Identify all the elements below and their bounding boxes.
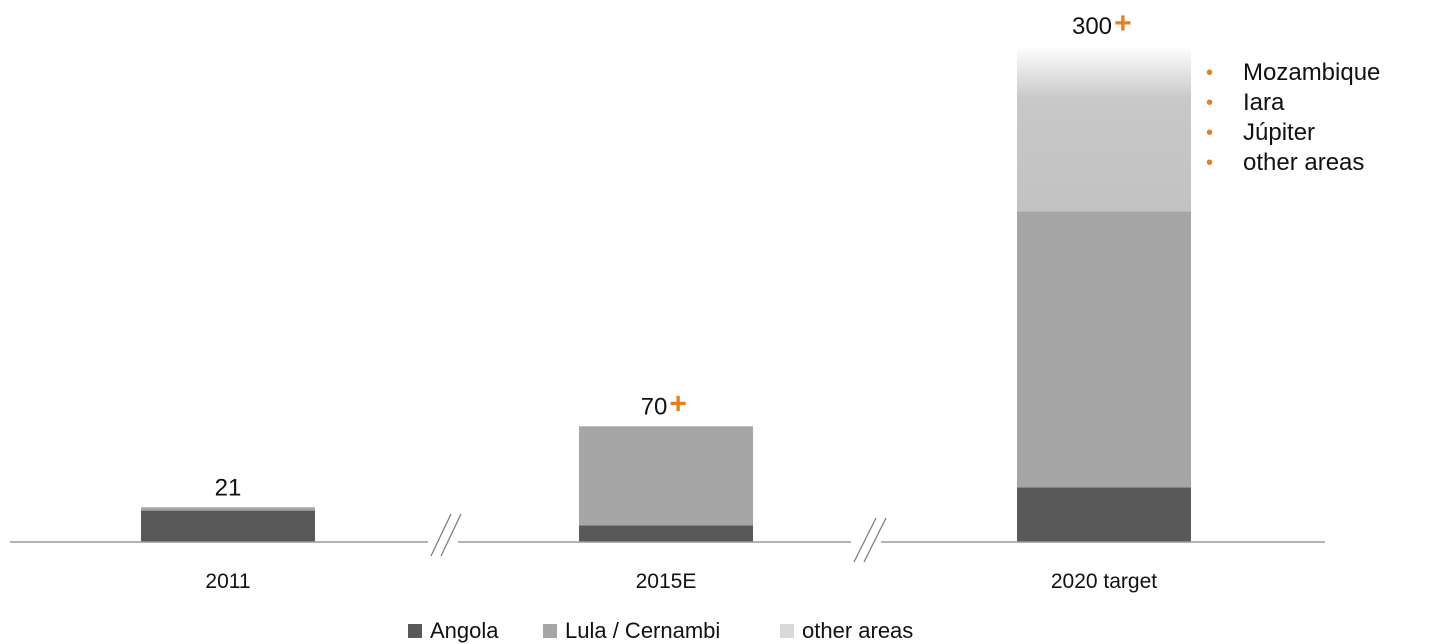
annotation-item: • other areas bbox=[1206, 149, 1365, 176]
chart-legend: Angola Lula / Cernambi other areas bbox=[0, 618, 1429, 644]
legend-swatch bbox=[543, 624, 557, 638]
bullet-icon: • bbox=[1206, 62, 1214, 84]
plus-icon: + bbox=[669, 387, 687, 420]
bullet-icon: • bbox=[1206, 122, 1214, 144]
legend-label: Angola bbox=[430, 618, 499, 643]
new-areas-annotation: • Mozambique • Iara • Júpiter • other areas bbox=[1206, 58, 1380, 178]
total-label: 300 bbox=[1072, 13, 1112, 40]
annotation-item: • Júpiter bbox=[1206, 119, 1316, 146]
bar-segment-lula-cernambi-2011 bbox=[141, 507, 315, 511]
axis-break-1 bbox=[428, 513, 462, 557]
total-label: 21 bbox=[215, 474, 242, 501]
annotation-item: • Iara bbox=[1206, 89, 1285, 116]
total-label: 70 bbox=[641, 393, 668, 420]
x-tick-label: 2011 bbox=[205, 570, 250, 593]
bullet-icon: • bbox=[1206, 92, 1214, 114]
bar-segment-angola-2011 bbox=[141, 510, 315, 542]
bullet-icon: • bbox=[1206, 152, 1214, 174]
bar-segment-lula-cernambi-2020-target bbox=[1017, 211, 1191, 488]
bar-segment-other-areas-2020-target bbox=[1017, 46, 1191, 212]
legend-item-lula-cernambi: Lula / Cernambi bbox=[543, 618, 720, 644]
x-tick-label: 2015E bbox=[636, 570, 697, 593]
plus-icon: + bbox=[1114, 7, 1132, 40]
bar-segment-lula-cernambi-2015e bbox=[579, 426, 753, 526]
bar-segment-angola-2015e bbox=[579, 525, 753, 542]
legend-label: other areas bbox=[802, 618, 914, 643]
x-tick-label: 2020 target bbox=[1051, 570, 1157, 593]
legend-label: Lula / Cernambi bbox=[565, 618, 721, 643]
bar-segment-angola-2020-target bbox=[1017, 487, 1191, 542]
bars-layer bbox=[141, 46, 1191, 542]
annotation-item: • Mozambique bbox=[1206, 59, 1381, 86]
legend-item-other-areas: other areas bbox=[780, 618, 913, 644]
legend-swatch bbox=[408, 624, 422, 638]
axis-break-2 bbox=[851, 517, 887, 563]
legend-swatch bbox=[780, 624, 794, 638]
legend-item-angola: Angola bbox=[408, 618, 499, 644]
